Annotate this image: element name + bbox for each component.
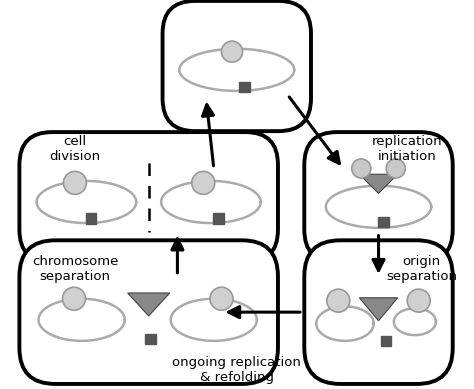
Circle shape [386,159,405,178]
Text: cell
division: cell division [49,135,100,163]
Bar [381,336,392,346]
Polygon shape [128,293,170,316]
Circle shape [210,287,233,310]
FancyBboxPatch shape [163,1,311,131]
Bar [146,334,156,344]
Bar [378,217,389,228]
Bar [239,82,250,92]
Circle shape [327,289,350,312]
Circle shape [64,172,86,194]
Circle shape [192,172,215,194]
Bar [213,213,224,224]
FancyBboxPatch shape [19,132,278,262]
Text: ongoing replication
& refolding: ongoing replication & refolding [173,356,301,384]
Polygon shape [359,174,398,193]
Text: origin
separation: origin separation [386,255,457,283]
Text: chromosome
separation: chromosome separation [32,255,118,283]
Circle shape [221,41,243,62]
FancyBboxPatch shape [304,240,453,384]
FancyBboxPatch shape [304,132,453,262]
Bar [86,213,97,224]
Text: replication
initiation: replication initiation [372,135,443,163]
Circle shape [352,159,371,178]
Circle shape [407,289,430,312]
FancyBboxPatch shape [19,240,278,384]
Circle shape [63,287,85,310]
Polygon shape [359,298,398,321]
